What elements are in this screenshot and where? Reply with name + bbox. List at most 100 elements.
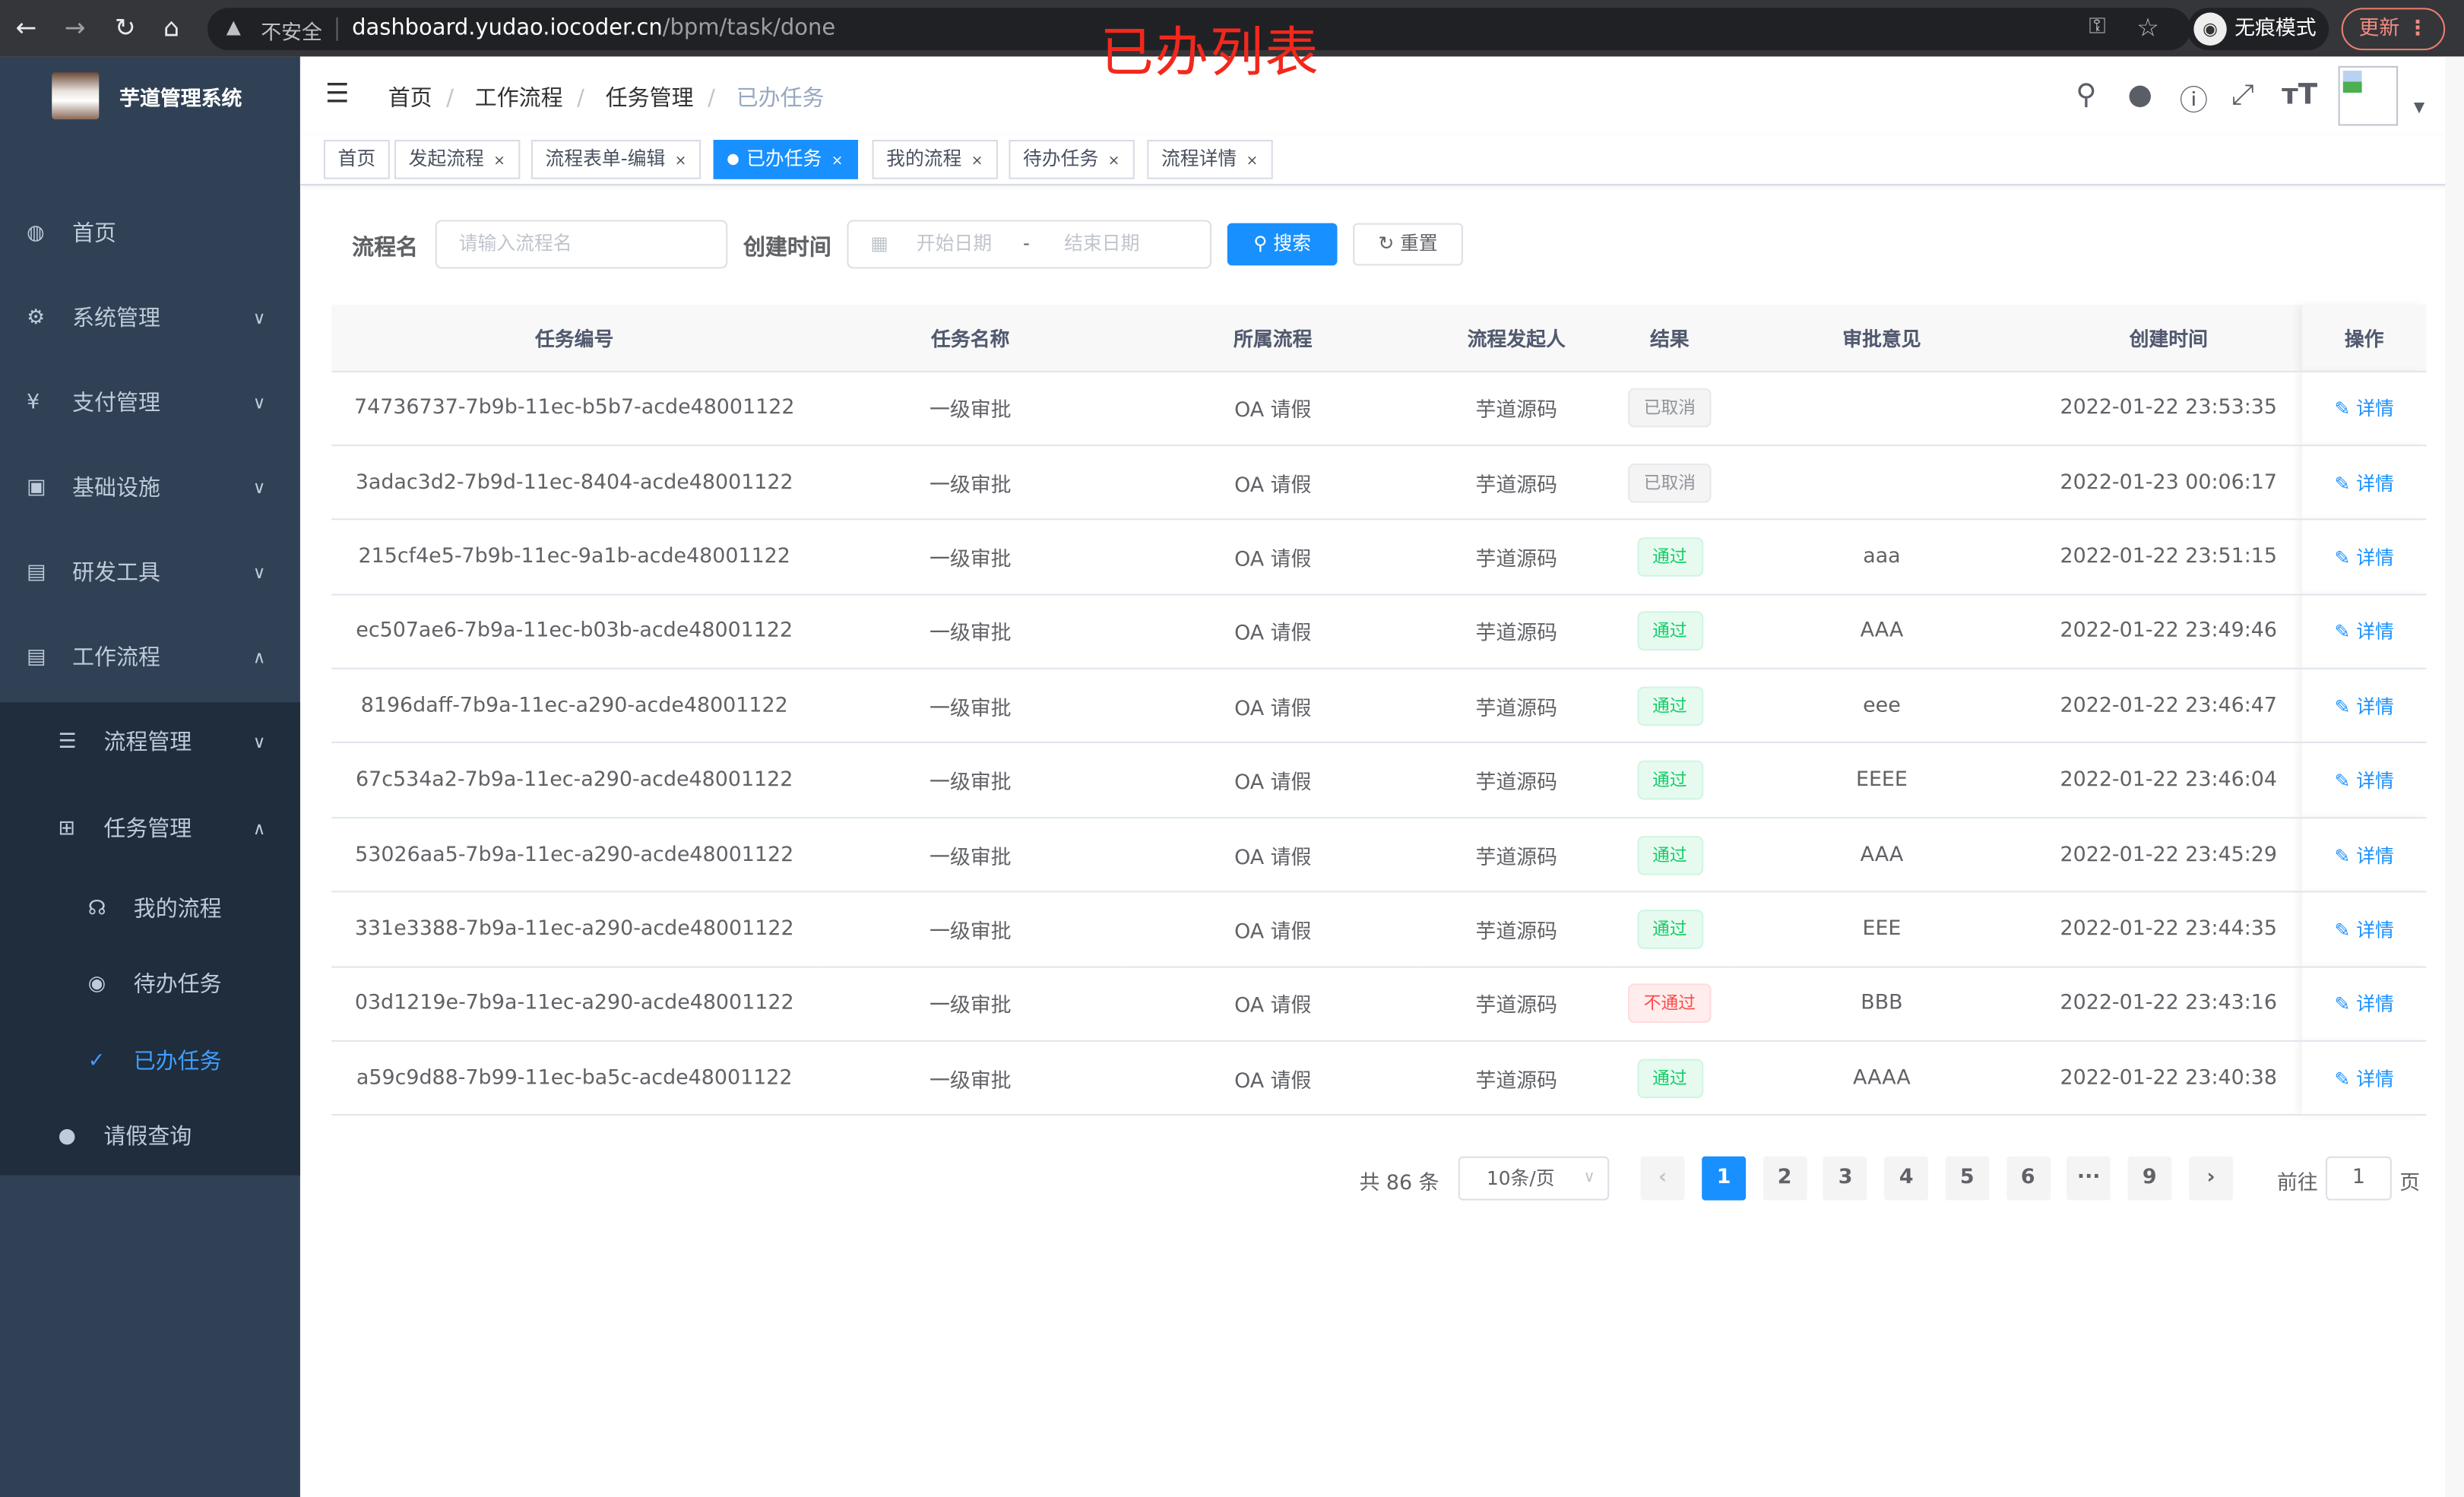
page-size-select[interactable]: 10条/页 ∨	[1458, 1156, 1610, 1201]
search-icon[interactable]: ⚲	[2076, 78, 2097, 112]
start-date-input[interactable]: 开始日期	[916, 233, 993, 255]
close-icon[interactable]: ×	[674, 153, 687, 170]
incognito-badge[interactable]: ◉ 无痕模式	[2187, 8, 2329, 51]
sidebar-item[interactable]: ✓ 已办任务	[0, 1021, 300, 1097]
forward-icon[interactable]: →	[64, 12, 86, 43]
github-icon[interactable]: ●	[2127, 78, 2153, 112]
create-time-label: 创建时间	[743, 236, 831, 261]
sidebar-item-label: 首页	[72, 221, 117, 247]
tag-4[interactable]: 我的流程 ×	[872, 140, 998, 179]
sidebar-item[interactable]: ▣ 基础设施 ∨	[0, 448, 300, 530]
placeholder: 请输入流程名	[458, 233, 572, 255]
detail-link[interactable]: ✎ 详情	[2335, 546, 2394, 568]
page-button[interactable]: 2	[1762, 1156, 1807, 1201]
close-icon[interactable]: ×	[1107, 153, 1120, 170]
sidebar-item[interactable]: ◍ 首页	[0, 193, 300, 275]
detail-link[interactable]: ✎ 详情	[2335, 844, 2394, 866]
sidebar-item[interactable]: ⚙ 系统管理 ∨	[0, 278, 300, 360]
avatar[interactable]	[2338, 65, 2399, 126]
home-icon[interactable]: ⌂	[163, 12, 180, 43]
back-icon[interactable]: ←	[15, 12, 37, 43]
fullscreen-icon[interactable]: ⤢	[2231, 78, 2254, 112]
process-cell: OA 请假	[1123, 668, 1423, 744]
comment-cell: aaa	[1728, 519, 2035, 595]
sidebar-item-label: 基础设施	[72, 476, 160, 502]
update-button[interactable]: 更新 ⋮	[2341, 8, 2446, 51]
table-row: 215cf4e5-7b9b-11ec-9a1b-acde48001122 一级审批…	[331, 519, 2427, 595]
help-icon[interactable]: ⓘ	[2179, 84, 2208, 119]
actions-cell: ✎ 详情	[2302, 370, 2427, 446]
font-size-icon[interactable]: тT	[2282, 78, 2318, 112]
sidebar-item[interactable]: ▤ 工作流程 ∧	[0, 618, 300, 700]
table-row: a59c9d88-7b99-11ec-ba5c-acde48001122 一级审批…	[331, 1040, 2427, 1116]
close-icon[interactable]: ×	[971, 153, 983, 170]
date-range-picker[interactable]: ▦ 开始日期 - 结束日期	[847, 220, 1212, 269]
detail-link[interactable]: ✎ 详情	[2335, 770, 2394, 792]
reset-button[interactable]: ↻ 重置	[1353, 223, 1463, 266]
actions-cell: ✎ 详情	[2302, 593, 2427, 669]
tag-6[interactable]: 流程详情 ×	[1147, 140, 1272, 179]
overlay-title: 已办列表	[1100, 21, 1320, 85]
sidebar-item[interactable]: ☊ 我的流程	[0, 869, 300, 945]
broken-image-icon	[2342, 71, 2362, 93]
end-date-input[interactable]: 结束日期	[1064, 233, 1140, 255]
close-icon[interactable]: ×	[493, 153, 505, 170]
breadcrumb-item[interactable]: 首页	[388, 86, 432, 112]
create-time-cell: 2022-01-22 23:53:35	[2035, 370, 2303, 446]
tag-0[interactable]: 首页	[323, 140, 390, 179]
table-row: 03d1219e-7b9a-11ec-a290-acde48001122 一级审批…	[331, 966, 2427, 1042]
key-icon[interactable]: ⚿	[2089, 14, 2106, 40]
url-text[interactable]: dashboard.yudao.iocoder.cn/bpm/task/done	[352, 16, 835, 41]
sidebar-item[interactable]: ☰ 流程管理 ∨	[0, 702, 300, 789]
address-bar[interactable]: ▲ 不安全 dashboard.yudao.iocoder.cn/bpm/tas…	[207, 8, 2191, 51]
page-button[interactable]: 9	[2127, 1156, 2172, 1201]
reload-icon[interactable]: ↻	[114, 12, 136, 43]
detail-link[interactable]: ✎ 详情	[2335, 472, 2394, 494]
done-icon: ✓	[87, 1049, 106, 1074]
next-page-button[interactable]: ›	[2189, 1156, 2234, 1201]
prev-page-button[interactable]: ‹	[1640, 1156, 1685, 1201]
close-icon[interactable]: ×	[1246, 153, 1259, 170]
task-id-cell: 53026aa5-7b9a-11ec-a290-acde48001122	[331, 817, 818, 893]
star-icon[interactable]: ☆	[2136, 12, 2159, 43]
scrollbar[interactable]	[2445, 56, 2464, 1497]
incognito-icon: ◉	[2193, 12, 2227, 46]
detail-link[interactable]: ✎ 详情	[2335, 919, 2394, 941]
sidebar-item[interactable]: ¥ 支付管理 ∨	[0, 363, 300, 445]
create-time-cell: 2022-01-22 23:44:35	[2035, 891, 2303, 967]
caret-down-icon[interactable]: ▼	[2413, 100, 2425, 117]
close-icon[interactable]: ×	[831, 153, 844, 170]
detail-link[interactable]: ✎ 详情	[2335, 993, 2394, 1015]
detail-link[interactable]: ✎ 详情	[2335, 1068, 2394, 1090]
tag-3[interactable]: 已办任务 ×	[713, 140, 858, 179]
sidebar-item[interactable]: ◉ 待办任务	[0, 944, 300, 1021]
detail-link[interactable]: ✎ 详情	[2335, 397, 2394, 419]
sidebar-item[interactable]: ● 请假查询	[0, 1097, 300, 1176]
search-button[interactable]: ⚲ 搜索	[1227, 223, 1338, 266]
task-id-cell: 3adac3d2-7b9d-11ec-8404-acde48001122	[331, 445, 818, 521]
page-button[interactable]: 5	[1945, 1156, 1990, 1201]
toolbox-icon: ▤	[27, 561, 46, 585]
goto-page-input[interactable]: 1	[2326, 1156, 2392, 1201]
detail-link[interactable]: ✎ 详情	[2335, 695, 2394, 717]
sidebar-item[interactable]: ▤ 研发工具 ∨	[0, 533, 300, 615]
tree-icon: ⊞	[58, 817, 76, 841]
tag-5[interactable]: 待办任务 ×	[1009, 140, 1134, 179]
tag-2[interactable]: 流程表单-编辑 ×	[530, 140, 701, 179]
sidebar-item[interactable]: ⊞ 任务管理 ∧	[0, 788, 300, 869]
active-dot	[727, 153, 739, 166]
edit-icon: ✎	[2334, 546, 2357, 569]
page-button[interactable]: 6	[2006, 1156, 2051, 1201]
page-button[interactable]: 4	[1884, 1156, 1929, 1201]
tag-1[interactable]: 发起流程 ×	[394, 140, 520, 179]
initiator-cell: 芋道源码	[1422, 817, 1611, 893]
process-cell: OA 请假	[1123, 1040, 1423, 1116]
page-button[interactable]: 3	[1823, 1156, 1868, 1201]
hamburger-icon[interactable]: ☰	[325, 78, 350, 110]
page-button[interactable]: ···	[2067, 1156, 2111, 1201]
page-button[interactable]: 1	[1702, 1156, 1747, 1201]
detail-link[interactable]: ✎ 详情	[2335, 621, 2394, 643]
actions-cell: ✎ 详情	[2302, 742, 2427, 818]
actions-cell: ✎ 详情	[2302, 668, 2427, 744]
process-name-input[interactable]: 请输入流程名	[435, 220, 728, 269]
